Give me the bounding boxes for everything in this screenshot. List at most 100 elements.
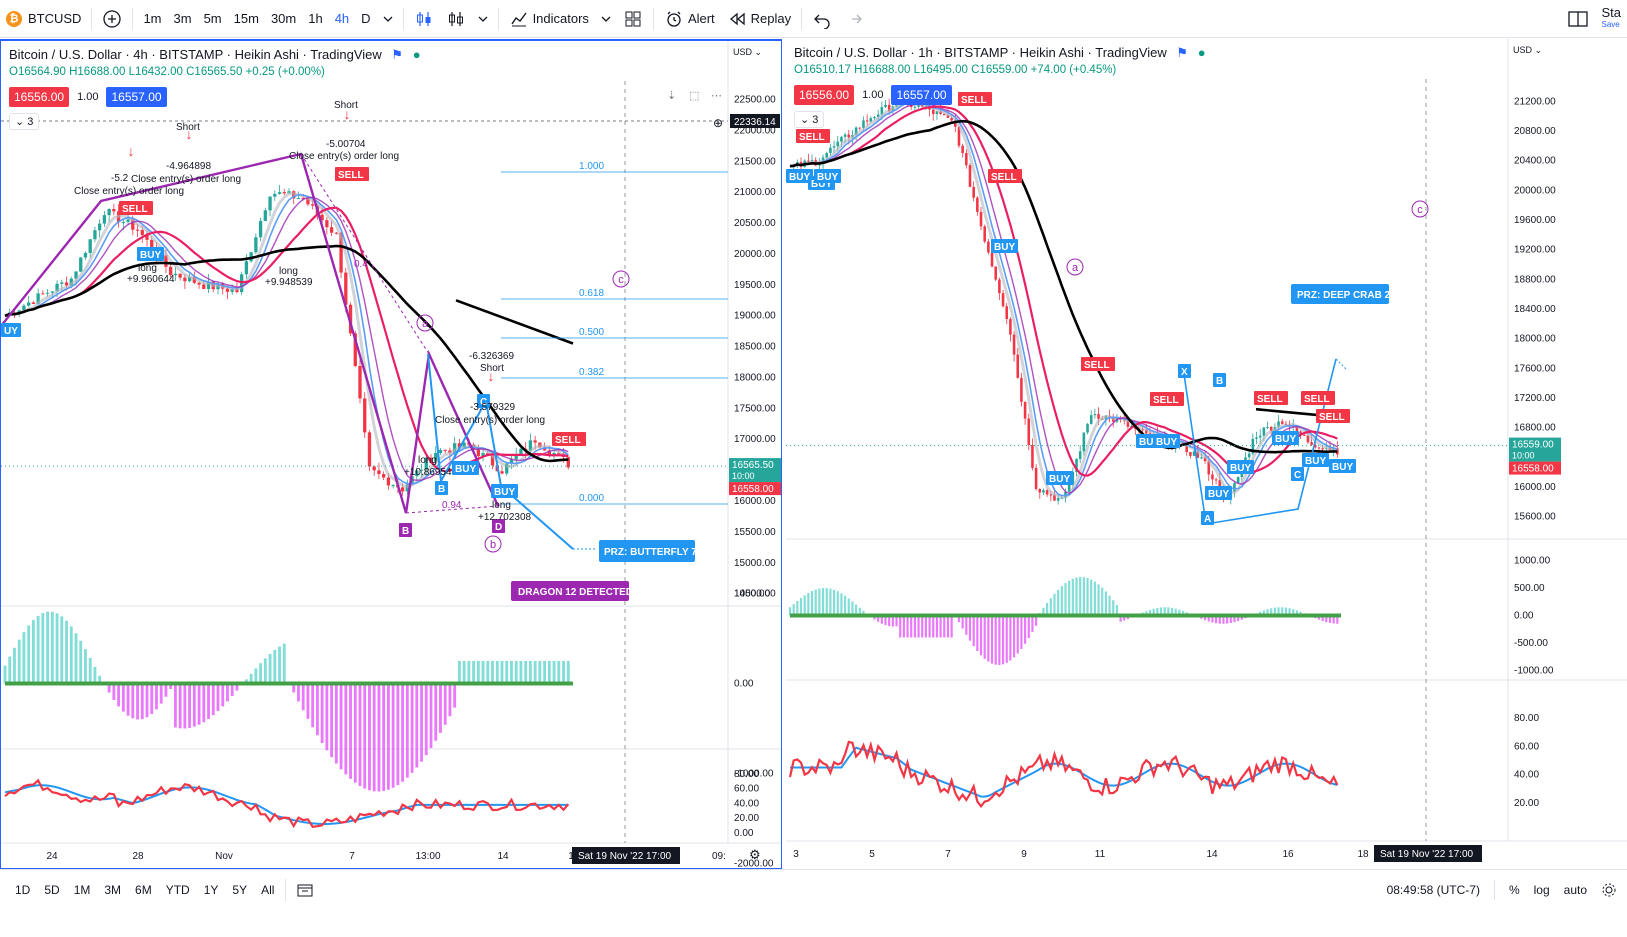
buy-price-button[interactable]: 16557.00 [891, 85, 952, 105]
range-5d[interactable]: 5D [44, 882, 60, 897]
timeframe-3m[interactable]: 3m [173, 11, 192, 26]
legend-count: 3 [812, 114, 819, 126]
timeframe-15m[interactable]: 15m [233, 11, 259, 26]
wave-label: b [490, 539, 496, 551]
left-chart-canvas[interactable]: USD ⌄ 22500.00 22000.00 21500.00 21000.00 205… [1, 41, 781, 869]
replay-button[interactable]: Replay [721, 0, 797, 38]
price-tick-label: 19200.00 [1514, 245, 1556, 256]
candle-body [325, 220, 329, 228]
right-chart-canvas[interactable]: USD ⌄ 21200.00 20800.00 20400.00 20000.00 196… [786, 39, 1627, 869]
legend-count: 3 [27, 116, 34, 128]
moving-average-line [4, 206, 569, 473]
layout-button[interactable] [617, 0, 649, 38]
range-5y[interactable]: 5Y [232, 882, 248, 897]
buy-price-button[interactable]: 16557.00 [106, 87, 167, 107]
timeframe-4h[interactable]: 4h [334, 11, 350, 26]
undo-button[interactable] [806, 0, 838, 38]
sell-price-button[interactable]: 16556.00 [9, 87, 70, 107]
chart-type-dropdown[interactable] [472, 0, 494, 38]
candle-body [566, 457, 570, 468]
save-layout-button[interactable]: Sta Save [1595, 0, 1627, 38]
candle-body [98, 223, 102, 231]
candle-body [183, 277, 187, 282]
candle-body [424, 457, 428, 470]
candle-body [1277, 421, 1280, 428]
right-chart-pane[interactable]: USD ⌄ 21200.00 20800.00 20400.00 20000.00 196… [786, 39, 1627, 869]
redo-button[interactable] [838, 0, 870, 38]
oscillator-tick-label: 1000.00 [1514, 556, 1551, 567]
indicators-button[interactable]: Indicators [503, 0, 595, 38]
quantity-field[interactable]: 1.00 [862, 89, 884, 101]
candle-body [825, 152, 829, 158]
candle-body [987, 241, 990, 253]
go-to-date-button[interactable] [290, 871, 320, 909]
left-chart-title-text: Bitcoin / U.S. Dollar · 4h · BITSTAMP · … [9, 47, 382, 62]
candle-body [1067, 484, 1071, 492]
timeframe-1h[interactable]: 1h [308, 11, 323, 26]
trade-annotation-long: long [492, 500, 511, 511]
quantity-field[interactable]: 1.00 [77, 91, 99, 103]
candle-body [983, 226, 986, 242]
range-1m[interactable]: 1M [73, 882, 91, 897]
fib-level-label: 1.000 [579, 161, 604, 172]
alert-button[interactable]: Alert [658, 0, 721, 38]
candle-body [1251, 438, 1255, 454]
range-6m[interactable]: 6M [135, 882, 152, 897]
rsi-tick-label: 60.00 [1514, 741, 1539, 752]
percent-toggle[interactable]: % [1508, 883, 1520, 897]
log-toggle[interactable]: log [1533, 883, 1550, 897]
candle-body [1262, 427, 1266, 436]
candle-body [358, 365, 362, 399]
wave-label-circle [484, 535, 502, 553]
range-ytd[interactable]: YTD [165, 882, 190, 897]
left-chart-pane[interactable]: USD ⌄ 22500.00 22000.00 21500.00 21000.00 205… [0, 39, 782, 869]
range-1y[interactable]: 1Y [203, 882, 219, 897]
trade-annotation-value: -4.964898 [166, 161, 211, 172]
buy-signal-badge: BUY [494, 487, 515, 498]
buy-signal-badge-bg [1302, 453, 1329, 467]
candle-body [107, 209, 111, 216]
time-badge: Sat 19 Nov '22 17:00 [1380, 849, 1474, 860]
price-tick-label: 19500.00 [734, 280, 776, 291]
auto-toggle[interactable]: auto [1563, 883, 1587, 897]
timeframe-1m[interactable]: 1m [143, 11, 162, 26]
timeframe-dropdown[interactable] [377, 0, 399, 38]
buy-signal-badge-bg [452, 461, 479, 475]
buy-signal-badge-bg [814, 169, 841, 183]
candle-body [197, 282, 201, 285]
candle-body [829, 147, 832, 153]
candle-body [415, 470, 419, 477]
timeframe-d[interactable]: D [361, 11, 371, 26]
buy-signal-badge-bg [1205, 486, 1232, 500]
bar-style-button[interactable] [408, 0, 440, 38]
chevron-down-icon: ⌄ [800, 114, 810, 126]
candle-body [296, 198, 301, 200]
price-tick-label: 17500.00 [734, 403, 776, 414]
range-all[interactable]: All [261, 882, 275, 897]
indicators-dropdown[interactable] [595, 0, 617, 38]
range-1d[interactable]: 1D [15, 882, 31, 897]
bar-style-button-2[interactable] [440, 0, 472, 38]
layout-panel-button[interactable] [1561, 0, 1595, 38]
candle-body [533, 440, 537, 443]
candle-body [126, 219, 130, 222]
candle-body [913, 106, 917, 108]
sell-price-button[interactable]: 16556.00 [794, 85, 855, 105]
divider [1493, 880, 1495, 900]
oscillator-tick-label: -1000.00 [734, 769, 774, 780]
range-3m[interactable]: 3M [104, 882, 122, 897]
legend-toggle-button[interactable]: ⌄ 3 [9, 113, 40, 130]
legend-toggle-button[interactable]: ⌄ 3 [794, 111, 825, 128]
wave-label-circle [1066, 258, 1084, 276]
sell-signal-badge-bg [796, 129, 830, 143]
sell-signal-badge: SELL [1319, 412, 1345, 423]
settings-gear-icon[interactable] [1601, 882, 1617, 898]
chevron-down-icon [601, 16, 611, 22]
harmonic-pattern-line [1335, 358, 1347, 370]
symbol-search[interactable]: ₿ BTCUSD [0, 0, 87, 38]
timeframe-5m[interactable]: 5m [203, 11, 222, 26]
timeframe-30m[interactable]: 30m [270, 11, 297, 26]
wave-label-circle [416, 314, 434, 332]
price-tick-label: 16800.00 [1514, 423, 1556, 434]
compare-symbol-button[interactable] [96, 0, 128, 38]
